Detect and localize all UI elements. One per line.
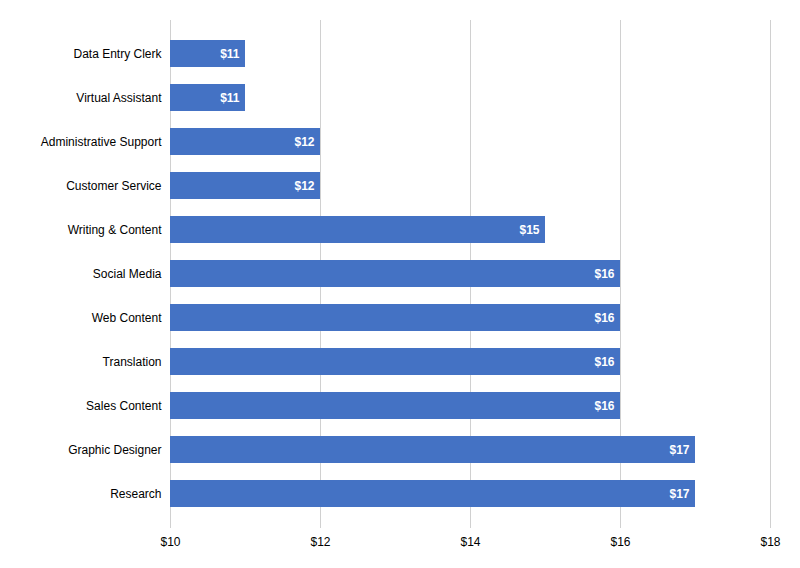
svg-text:Sales Content: Sales Content [86,399,162,413]
svg-text:Graphic Designer: Graphic Designer [68,443,161,457]
svg-text:$11: $11 [220,47,240,61]
svg-text:$16: $16 [610,535,630,549]
svg-text:Research: Research [110,487,161,501]
svg-text:Virtual Assistant: Virtual Assistant [76,91,162,105]
svg-text:$16: $16 [594,355,614,369]
svg-text:Data Entry Clerk: Data Entry Clerk [73,47,162,61]
svg-text:$18: $18 [760,535,780,549]
svg-text:$16: $16 [594,399,614,413]
svg-text:$16: $16 [594,267,614,281]
svg-text:$16: $16 [594,311,614,325]
svg-text:$12: $12 [294,135,314,149]
svg-text:Customer Service: Customer Service [66,179,162,193]
svg-text:Social Media: Social Media [93,267,162,281]
svg-text:$17: $17 [669,487,689,501]
svg-text:Web Content: Web Content [92,311,162,325]
svg-text:$10: $10 [160,535,180,549]
svg-text:$12: $12 [294,179,314,193]
svg-text:$17: $17 [669,443,689,457]
svg-text:Translation: Translation [103,355,162,369]
svg-text:$15: $15 [519,223,539,237]
svg-text:$11: $11 [220,91,240,105]
svg-text:$14: $14 [460,535,480,549]
svg-text:Administrative Support: Administrative Support [41,135,162,149]
svg-text:Writing & Content: Writing & Content [68,223,162,237]
svg-text:$12: $12 [310,535,330,549]
